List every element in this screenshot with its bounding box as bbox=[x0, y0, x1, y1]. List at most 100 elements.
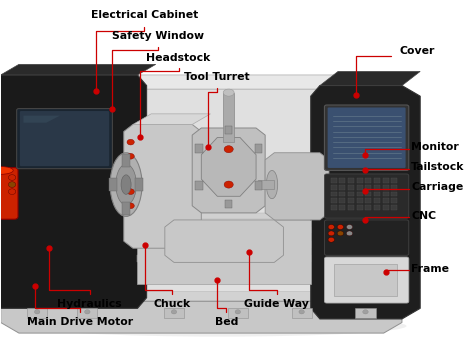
Text: Cover: Cover bbox=[400, 46, 435, 56]
Polygon shape bbox=[0, 277, 402, 333]
Bar bbox=[365, 192, 372, 196]
Polygon shape bbox=[201, 137, 256, 196]
Bar bbox=[339, 185, 346, 190]
Bar bbox=[339, 198, 346, 203]
Bar bbox=[195, 181, 203, 190]
Bar bbox=[365, 178, 372, 183]
Bar bbox=[331, 178, 337, 183]
Ellipse shape bbox=[223, 89, 234, 96]
Bar bbox=[365, 205, 372, 210]
Bar bbox=[255, 144, 262, 153]
Bar bbox=[339, 205, 346, 210]
Bar bbox=[383, 198, 389, 203]
Bar bbox=[334, 264, 397, 296]
Bar bbox=[122, 154, 130, 167]
Bar bbox=[225, 126, 232, 134]
Text: Bed: Bed bbox=[215, 317, 238, 327]
FancyBboxPatch shape bbox=[328, 108, 406, 168]
Bar bbox=[331, 192, 337, 196]
FancyBboxPatch shape bbox=[324, 220, 409, 255]
Polygon shape bbox=[320, 71, 420, 86]
Bar bbox=[392, 198, 397, 203]
Circle shape bbox=[9, 182, 16, 187]
Circle shape bbox=[127, 203, 134, 209]
Polygon shape bbox=[311, 86, 420, 319]
Circle shape bbox=[328, 224, 335, 229]
Bar bbox=[137, 255, 311, 262]
Bar bbox=[135, 178, 143, 191]
Polygon shape bbox=[19, 75, 402, 89]
Polygon shape bbox=[0, 64, 156, 75]
Ellipse shape bbox=[0, 166, 13, 174]
Polygon shape bbox=[0, 89, 402, 301]
Text: CNC: CNC bbox=[411, 211, 436, 221]
Polygon shape bbox=[124, 125, 201, 248]
Ellipse shape bbox=[121, 175, 131, 194]
Bar bbox=[164, 308, 184, 318]
Bar bbox=[357, 178, 363, 183]
Bar bbox=[292, 308, 312, 318]
Bar bbox=[356, 308, 375, 318]
Bar bbox=[357, 198, 363, 203]
Bar bbox=[331, 198, 337, 203]
Polygon shape bbox=[265, 153, 329, 220]
Circle shape bbox=[171, 310, 177, 314]
Polygon shape bbox=[19, 262, 402, 277]
Ellipse shape bbox=[110, 153, 142, 217]
Bar bbox=[374, 198, 380, 203]
Circle shape bbox=[337, 231, 344, 236]
Circle shape bbox=[299, 310, 304, 314]
Text: Carriage: Carriage bbox=[411, 182, 463, 192]
FancyBboxPatch shape bbox=[0, 168, 18, 219]
Text: Headstock: Headstock bbox=[146, 53, 210, 62]
Bar bbox=[331, 205, 337, 210]
Circle shape bbox=[127, 139, 134, 145]
Bar bbox=[225, 200, 232, 208]
Polygon shape bbox=[165, 220, 283, 262]
Bar bbox=[392, 192, 397, 196]
Bar bbox=[258, 180, 274, 189]
Bar bbox=[365, 185, 372, 190]
Bar bbox=[122, 202, 130, 215]
Circle shape bbox=[346, 231, 353, 236]
FancyBboxPatch shape bbox=[324, 257, 409, 303]
Bar bbox=[374, 185, 380, 190]
Bar bbox=[374, 192, 380, 196]
FancyBboxPatch shape bbox=[20, 111, 109, 166]
Bar bbox=[195, 144, 203, 153]
Circle shape bbox=[9, 189, 16, 195]
Bar bbox=[392, 185, 397, 190]
Text: Guide Way: Guide Way bbox=[244, 299, 309, 309]
Bar bbox=[255, 181, 262, 190]
Polygon shape bbox=[137, 89, 320, 291]
Bar bbox=[365, 198, 372, 203]
Circle shape bbox=[224, 146, 233, 153]
FancyBboxPatch shape bbox=[324, 105, 409, 170]
Bar bbox=[137, 241, 311, 247]
Ellipse shape bbox=[266, 170, 278, 199]
Bar bbox=[357, 185, 363, 190]
Bar bbox=[137, 227, 311, 233]
Bar bbox=[27, 308, 47, 318]
Circle shape bbox=[35, 310, 40, 314]
Ellipse shape bbox=[33, 315, 407, 337]
Polygon shape bbox=[24, 116, 60, 123]
Bar bbox=[228, 308, 248, 318]
Bar bbox=[348, 178, 354, 183]
Text: Monitor: Monitor bbox=[411, 142, 459, 152]
FancyBboxPatch shape bbox=[17, 109, 112, 169]
Circle shape bbox=[337, 224, 344, 229]
Bar bbox=[137, 213, 311, 219]
Bar bbox=[383, 185, 389, 190]
Bar bbox=[392, 205, 397, 210]
Circle shape bbox=[127, 153, 134, 159]
Bar bbox=[357, 192, 363, 196]
Bar bbox=[109, 178, 118, 191]
Circle shape bbox=[328, 237, 335, 242]
Bar bbox=[339, 192, 346, 196]
Circle shape bbox=[346, 224, 353, 229]
Text: Electrical Cabinet: Electrical Cabinet bbox=[91, 10, 198, 20]
Polygon shape bbox=[192, 128, 265, 213]
Bar bbox=[383, 205, 389, 210]
Bar bbox=[383, 192, 389, 196]
